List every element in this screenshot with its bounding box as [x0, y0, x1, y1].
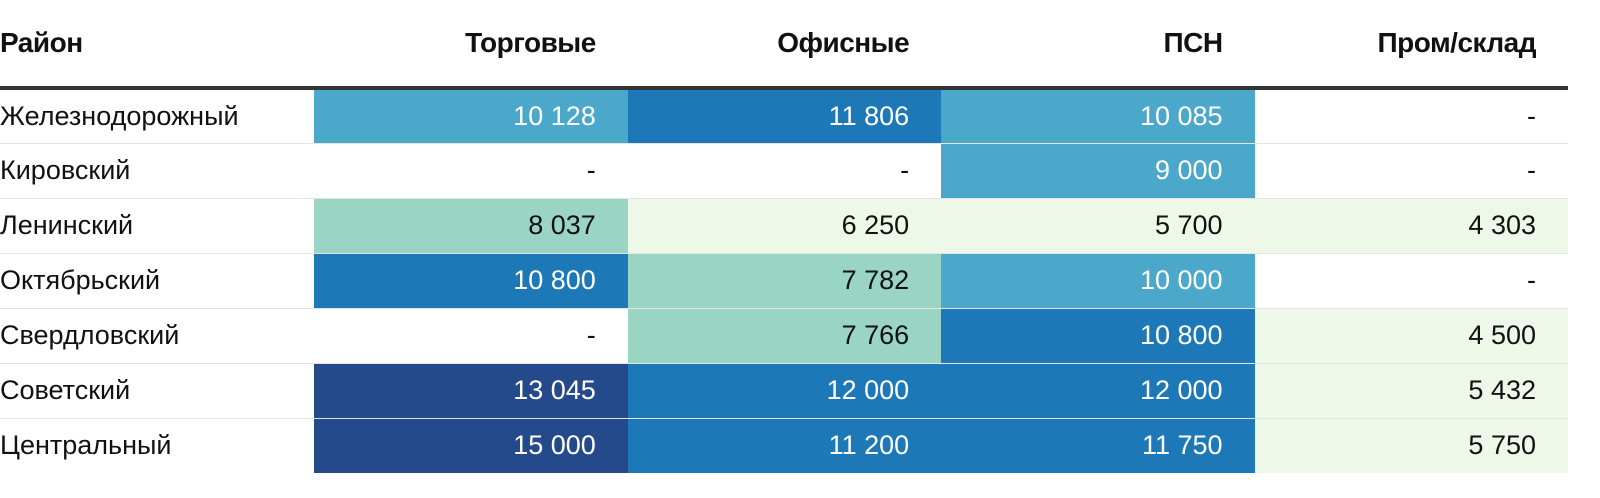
table-row: Советский 13 045 12 000 12 000 5 432	[0, 363, 1568, 419]
value-cell: -	[627, 143, 942, 199]
value-cell: 4 500	[1254, 308, 1568, 364]
header-retail: Торговые	[314, 0, 628, 90]
table-body: Железнодорожный 10 128 11 806 10 085- Кировс…	[0, 88, 1568, 473]
value-cell: 7 766	[627, 308, 942, 364]
district-name-cell: Свердловский	[0, 308, 315, 364]
district-name-cell: Железнодорожный	[0, 88, 315, 144]
value-cell: 9 000	[941, 143, 1255, 199]
district-name-cell: Центральный	[0, 418, 315, 473]
header-industrial-warehouse: Пром/склад	[1254, 0, 1568, 90]
header-row: Район Торговые Офисные ПСН Пром/склад	[0, 0, 1568, 90]
value-cell: 11 750	[941, 418, 1255, 473]
value-cell: 11 200	[627, 418, 942, 473]
table-row: Свердловский -7 766 10 800 4 500	[0, 308, 1568, 364]
table-row: Кировский - -9 000-	[0, 143, 1568, 199]
district-name-cell: Ленинский	[0, 198, 315, 254]
value-cell: -	[314, 143, 628, 199]
value-cell: 15 000	[314, 418, 628, 473]
district-name-cell: Кировский	[0, 143, 315, 199]
price-heatmap-table: Район Торговые Офисные ПСН Пром/склад Же…	[0, 0, 1568, 473]
value-cell: 10 800	[941, 308, 1255, 364]
value-cell: 12 000	[627, 363, 942, 419]
value-cell: 6 250	[627, 198, 942, 254]
value-cell: 8 037	[314, 198, 628, 254]
table-row: Ленинский 8 037 6 250 5 700 4 303	[0, 198, 1568, 254]
value-cell: -	[1254, 143, 1568, 199]
value-cell: 7 782	[627, 253, 942, 309]
value-cell: 10 128	[314, 88, 628, 144]
heatmap-table-container: Район Торговые Офисные ПСН Пром/склад Же…	[0, 0, 1568, 473]
table-header: Район Торговые Офисные ПСН Пром/склад	[0, 0, 1568, 90]
value-cell: 5 750	[1254, 418, 1568, 473]
value-cell: 12 000	[941, 363, 1255, 419]
value-cell: 10 000	[941, 253, 1255, 309]
value-cell: 5 700	[941, 198, 1255, 254]
value-cell: 4 303	[1254, 198, 1568, 254]
value-cell: 13 045	[314, 363, 628, 419]
table-row: Железнодорожный 10 128 11 806 10 085-	[0, 88, 1568, 144]
value-cell: 5 432	[1254, 363, 1568, 419]
district-name-cell: Октябрьский	[0, 253, 315, 309]
table-row: Центральный 15 000 11 200 11 750 5 750	[0, 418, 1568, 473]
table-row: Октябрьский 10 800 7 782 10 000-	[0, 253, 1568, 309]
value-cell: 10 085	[941, 88, 1255, 144]
header-district: Район	[0, 0, 315, 90]
header-psn: ПСН	[941, 0, 1255, 90]
value-cell: -	[1254, 253, 1568, 309]
value-cell: -	[314, 308, 628, 364]
header-office: Офисные	[627, 0, 942, 90]
value-cell: 10 800	[314, 253, 628, 309]
district-name-cell: Советский	[0, 363, 315, 419]
value-cell: -	[1254, 88, 1568, 144]
value-cell: 11 806	[627, 88, 942, 144]
